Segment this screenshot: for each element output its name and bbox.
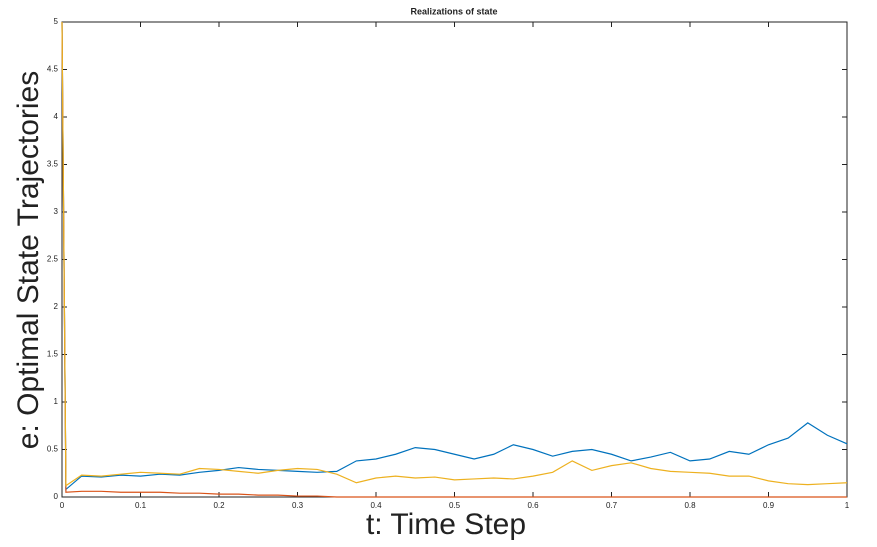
y-tick-label: 3.5 (47, 160, 59, 169)
series-line (61, 21, 848, 487)
x-tick-label: 0.7 (606, 501, 618, 510)
y-tick-label: 5 (54, 17, 59, 26)
y-axis-label: e: Optimal State Trajectories (12, 71, 45, 450)
y-tick-label: 1 (54, 397, 59, 406)
x-tick-label: 0.9 (763, 501, 775, 510)
y-tick-label: 0.5 (47, 445, 59, 454)
x-tick-label: 0.5 (449, 501, 461, 510)
series-line (61, 21, 847, 498)
x-tick-label: 0.2 (213, 501, 225, 510)
y-tick-label: 4.5 (47, 65, 59, 74)
y-tick-label: 4 (54, 112, 59, 121)
series-line (61, 21, 848, 491)
x-tick-label: 0 (60, 501, 65, 510)
y-tick-label: 2.5 (47, 255, 59, 264)
x-tick-label: 0.3 (292, 501, 304, 510)
x-axis-label: t: Time Step (366, 508, 526, 541)
y-tick-label: 2 (54, 302, 59, 311)
chart-title: Realizations of state (410, 6, 497, 16)
x-tick-label: 0.1 (135, 501, 147, 510)
x-tick-label: 0.6 (527, 501, 539, 510)
y-tick-label: 3 (54, 207, 59, 216)
x-tick-label: 1 (845, 501, 850, 510)
plot-frame (61, 21, 848, 498)
x-tick-label: 0.8 (684, 501, 696, 510)
y-tick-label: 1.5 (47, 350, 59, 359)
x-tick-label: 0.4 (370, 501, 382, 510)
y-tick-label: 0 (54, 492, 59, 501)
